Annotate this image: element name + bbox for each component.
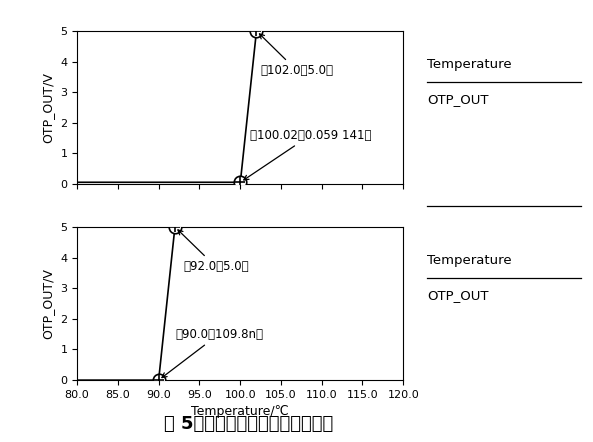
- Text: （102.0，5.0）: （102.0，5.0）: [260, 34, 333, 77]
- Y-axis label: OTP_OUT/V: OTP_OUT/V: [42, 268, 55, 339]
- Text: OTP_OUT: OTP_OUT: [427, 93, 489, 107]
- Text: Temperature: Temperature: [427, 58, 512, 71]
- Y-axis label: OTP_OUT/V: OTP_OUT/V: [42, 72, 55, 143]
- Text: Temperature: Temperature: [427, 254, 512, 267]
- Text: （90.0，109.8n）: （90.0，109.8n）: [162, 328, 263, 377]
- Text: 图 5　过温保护电路温度特性曲线: 图 5 过温保护电路温度特性曲线: [164, 415, 334, 433]
- Text: （100.02，0.059 141）: （100.02，0.059 141）: [244, 129, 371, 180]
- X-axis label: Temperature/℃: Temperature/℃: [192, 405, 289, 419]
- Text: OTP_OUT: OTP_OUT: [427, 290, 489, 302]
- Text: （92.0，5.0）: （92.0，5.0）: [178, 230, 248, 273]
